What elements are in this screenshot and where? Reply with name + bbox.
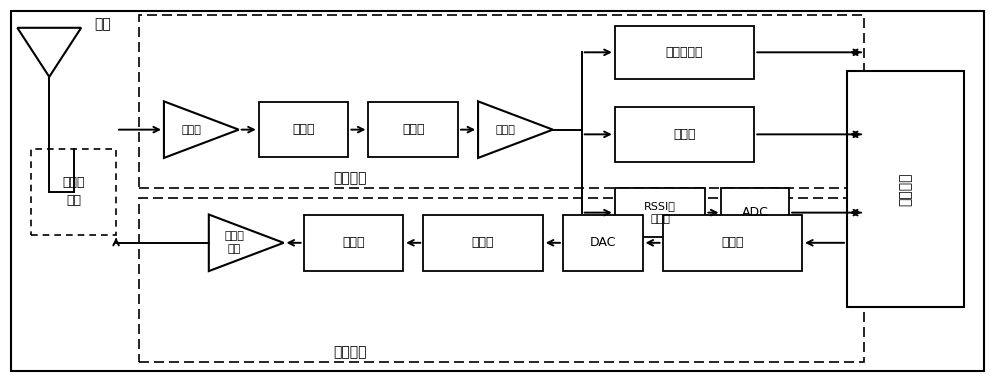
Bar [368, 102, 458, 157]
Text: RSSI检
测电路: RSSI检 测电路 [644, 201, 676, 224]
Text: 滤波器: 滤波器 [402, 123, 424, 136]
Bar [721, 188, 789, 237]
Bar [423, 215, 543, 271]
Text: 低噪放: 低噪放 [181, 125, 201, 135]
Bar [304, 215, 403, 271]
Text: 数字基带: 数字基带 [898, 172, 912, 206]
Text: 接收单元: 接收单元 [334, 172, 367, 186]
Text: 天线: 天线 [94, 17, 111, 31]
Text: 功率放
大器: 功率放 大器 [224, 231, 244, 255]
Bar [847, 71, 964, 307]
Bar [615, 188, 705, 237]
Text: 整流器: 整流器 [472, 236, 494, 249]
Bar [615, 26, 754, 79]
Text: 混频器: 混频器 [342, 236, 365, 249]
Text: 发射单元: 发射单元 [334, 345, 367, 359]
Bar [139, 198, 864, 362]
Text: 解调器: 解调器 [673, 128, 696, 141]
Text: ADC: ADC [742, 206, 769, 219]
Bar [615, 107, 754, 162]
Bar [139, 14, 864, 188]
Text: 混频器: 混频器 [292, 123, 315, 136]
Bar [31, 149, 116, 235]
Bar [563, 215, 643, 271]
Text: DAC: DAC [590, 236, 616, 249]
Bar [259, 102, 348, 157]
Bar [663, 215, 802, 271]
Text: 低噪放: 低噪放 [496, 125, 515, 135]
Text: 温度传感器: 温度传感器 [666, 46, 703, 59]
Text: 射频滤
波器: 射频滤 波器 [62, 176, 85, 207]
Text: 调制器: 调制器 [721, 236, 744, 249]
